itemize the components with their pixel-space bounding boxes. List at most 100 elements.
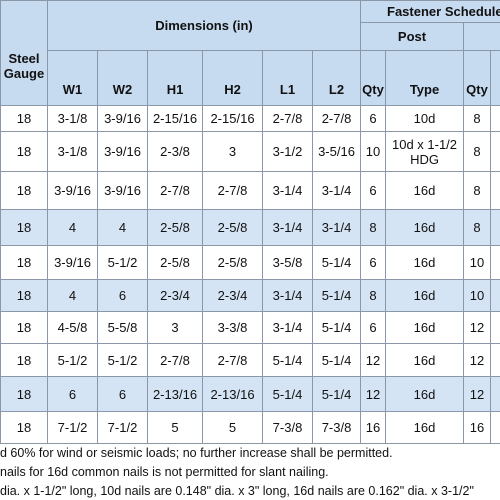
table-cell: 2-5/8: [147, 245, 203, 280]
table-cell: 5-1/4: [311, 279, 362, 312]
table-cell: 12: [360, 343, 387, 377]
table-cell: 6: [47, 376, 98, 412]
table-cell: 16: [463, 411, 492, 444]
table-cell: 5-1/4: [311, 311, 362, 344]
table-cell: 5: [202, 411, 263, 444]
table-cell: 5-1/4: [262, 343, 313, 377]
table-cell: 18: [0, 131, 48, 172]
table-cell: 12: [463, 376, 492, 412]
table-cell: 2-5/8: [147, 209, 203, 246]
table-cell: 5-1/4: [311, 343, 362, 377]
column-header: Qty: [463, 50, 492, 106]
table-cell: 7-3/8: [311, 411, 362, 444]
table-cell: 7-1/2: [47, 411, 98, 444]
table-cell: 12: [360, 376, 387, 412]
table-cell: 3-1/4: [311, 171, 362, 210]
table-cell: 10d x 1-1/2 HDG: [385, 131, 465, 172]
table-cell: 2-15/16: [147, 105, 203, 132]
table-cell: 2-15/16: [202, 105, 263, 132]
footnote: d 60% for wind or seismic loads; no furt…: [0, 446, 393, 460]
table-cell: 2-3/8: [147, 131, 203, 172]
column-header: H2: [202, 50, 263, 106]
table-cell: 8: [463, 209, 492, 246]
table-cell: 8: [360, 279, 387, 312]
footnote: nails for 16d common nails is not permit…: [0, 465, 329, 479]
footnotes: d 60% for wind or seismic loads; no furt…: [0, 444, 500, 500]
table-row: 18 4 4 2-5/8 2-5/8 3-1/4 3-1/4 8 16d 8: [0, 209, 500, 246]
table-cell: 5-1/4: [311, 245, 362, 280]
table-cell: [490, 131, 500, 172]
table-cell: 2-7/8: [147, 171, 203, 210]
table-cell: 10: [360, 131, 387, 172]
table-cell: 6: [360, 105, 387, 132]
table-cell: 18: [0, 209, 48, 246]
table-cell: 4-5/8: [47, 311, 98, 344]
table-row: 18 5-1/2 5-1/2 2-7/8 2-7/8 5-1/4 5-1/4 12 16d 12: [0, 343, 500, 377]
table-cell: 8: [463, 131, 492, 172]
table-cell: 18: [0, 105, 48, 132]
table-cell: 16d: [385, 209, 465, 246]
table-cell: 10: [463, 279, 492, 312]
table-cell: 3-9/16: [47, 171, 98, 210]
table-cell: 5-1/4: [311, 376, 362, 412]
table-cell: 3-1/8: [47, 105, 98, 132]
table-cell: 18: [0, 411, 48, 444]
table-cell: 5-1/2: [97, 245, 148, 280]
table-cell: 18: [0, 279, 48, 312]
table-cell: 6: [97, 279, 148, 312]
table-body: Steel Gauge Dimensions (in) Fastener Sched…: [0, 0, 500, 444]
table-cell: [490, 171, 500, 210]
table-cell: 6: [360, 311, 387, 344]
table-cell: 3-1/4: [311, 209, 362, 246]
table-cell: 2-7/8: [147, 343, 203, 377]
table-row: 18 3-1/8 3-9/16 2-15/16 2-15/16 2-7/8 2-7/8 6 10…: [0, 105, 500, 132]
table-cell: 18: [0, 245, 48, 280]
table-cell: 5: [147, 411, 203, 444]
table-cell: 3-1/4: [262, 311, 313, 344]
column-header: W1: [47, 50, 98, 106]
table-cell: 2-5/8: [202, 245, 263, 280]
table-cell: 8: [463, 171, 492, 210]
table-cell: 2-5/8: [202, 209, 263, 246]
table-cell: 18: [0, 343, 48, 377]
data-table: Steel Gauge Dimensions (in) Fastener Sched…: [0, 0, 500, 444]
column-header: L1: [262, 50, 313, 106]
table-cell: [490, 376, 500, 412]
table-cell: [490, 279, 500, 312]
header-row: W1 W2 H1 H2 L1 L2 Qty Type Qty: [1, 50, 500, 106]
table-row: 18 7-1/2 7-1/2 5 5 7-3/8 7-3/8 16 16d 16: [0, 411, 500, 444]
table-cell: 12: [463, 311, 492, 344]
table-cell: 2-3/4: [202, 279, 263, 312]
table-cell: 16d: [385, 311, 465, 344]
footnote: dia. x 1-1/2" long, 10d nails are 0.148"…: [0, 484, 474, 498]
table-cell: 7-1/2: [97, 411, 148, 444]
table-cell: 3-9/16: [47, 245, 98, 280]
column-header: Qty: [360, 50, 387, 106]
table-cell: 3-1/2: [262, 131, 313, 172]
table-cell: 2-7/8: [202, 171, 263, 210]
table-cell: 16d: [385, 245, 465, 280]
table-cell: 3-1/4: [262, 209, 313, 246]
table-cell: 6: [360, 171, 387, 210]
table-cell: 5-1/2: [47, 343, 98, 377]
table-cell: 6: [360, 245, 387, 280]
table-cell: [490, 105, 500, 132]
table-cell: 3-9/16: [97, 171, 148, 210]
table-row: 18 4 6 2-3/4 2-3/4 3-1/4 5-1/4 8 16d 10: [0, 279, 500, 312]
table-cell: 4: [47, 279, 98, 312]
table-cell: 16d: [385, 279, 465, 312]
table-cell: 5-1/2: [97, 343, 148, 377]
table-cell: 16: [360, 411, 387, 444]
header-cell: Post: [360, 22, 465, 51]
table-cell: 18: [0, 171, 48, 210]
table-cell: 7-3/8: [262, 411, 313, 444]
table-cell: 18: [0, 376, 48, 412]
table-row: 18 3-9/16 3-9/16 2-7/8 2-7/8 3-1/4 3-1/4 6 16d 8: [0, 171, 500, 210]
table-cell: 5-1/4: [262, 376, 313, 412]
table-cell: 18: [0, 311, 48, 344]
header-cell: Fastener Schedule: [360, 0, 500, 23]
table-cell: 16d: [385, 171, 465, 210]
table-cell: [490, 343, 500, 377]
table-cell: 2-13/16: [147, 376, 203, 412]
